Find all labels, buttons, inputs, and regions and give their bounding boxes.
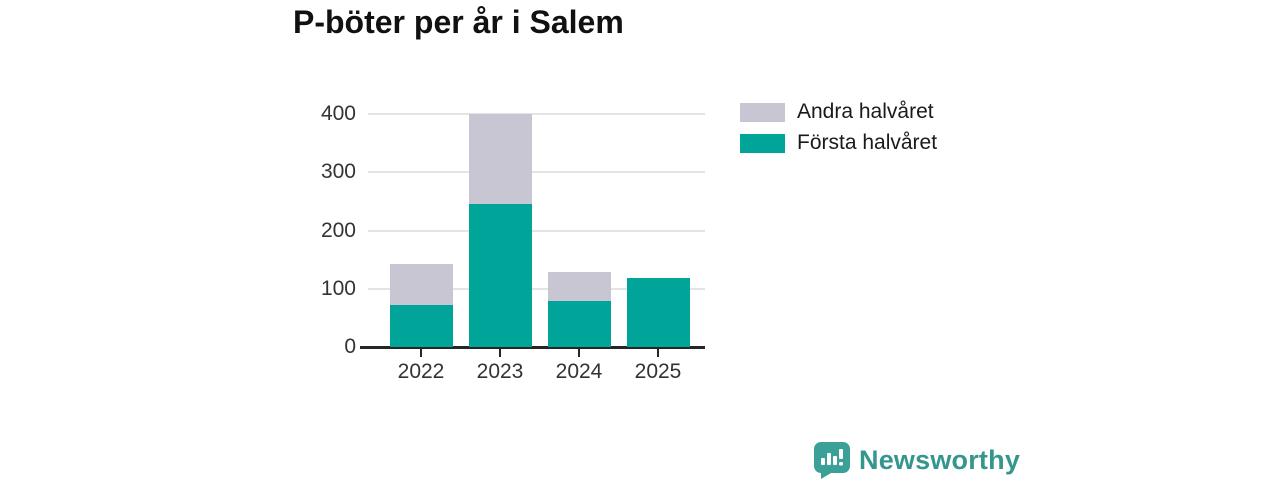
y-axis-tick-label-400: 400 (320, 102, 356, 125)
bar-segment-2025-forsta (626, 278, 690, 347)
legend-swatch-andra (740, 102, 785, 122)
y-axis-tick-label-200: 200 (320, 218, 356, 242)
x-axis-tick-2023 (499, 349, 501, 357)
legend-label-forsta: Första halvåret (797, 131, 938, 154)
y-axis-tick-label-0: 0 (344, 335, 356, 358)
x-axis-tick-label-2024: 2024 (555, 360, 603, 383)
bar-segment-2022-andra (389, 264, 453, 306)
bar-stack-2023 (468, 114, 532, 347)
legend-label-andra: Andra halvåret (797, 100, 934, 123)
bar-segment-2024-andra (547, 271, 611, 301)
newsworthy-branding: Newsworthy (812, 441, 1020, 479)
gridline-y200 (368, 229, 705, 232)
bar-stack-2022 (389, 264, 453, 347)
gridline-y100 (368, 287, 705, 290)
x-axis-tick-label-2022: 2022 (397, 360, 445, 383)
x-axis-tick-label-2025: 2025 (634, 360, 682, 383)
bar-stack-2024 (547, 271, 611, 347)
x-axis-line (360, 345, 705, 349)
newsworthy-wordmark: Newsworthy (859, 444, 1021, 475)
bar-segment-2024-forsta (547, 300, 611, 347)
legend: Andra halvåret Första halvåret (740, 100, 937, 162)
y-axis-tick-label-100: 100 (320, 276, 356, 300)
chart-title: P-böter per år i Salem (293, 4, 624, 40)
legend-swatch-forsta (740, 133, 785, 153)
x-axis-tick-2022 (420, 349, 422, 357)
legend-item-andra: Andra halvåret (740, 100, 937, 124)
gridline-y400 (368, 113, 705, 115)
x-axis-tick-label-2023: 2023 (476, 360, 524, 383)
bar-stack-2025 (626, 278, 690, 347)
bar-segment-2022-forsta (389, 305, 453, 347)
plot-area: 0 100 200 300 400 2022 2023 2024 2025 (321, 102, 705, 383)
x-axis-tick-2025 (657, 349, 659, 357)
bar-segment-2023-forsta (468, 204, 532, 347)
bar-segment-2023-andra (468, 114, 532, 205)
x-axis-tick-2024 (578, 349, 580, 357)
gridline-y300 (368, 171, 705, 174)
y-axis-tick-label-300: 300 (320, 160, 356, 184)
legend-item-forsta: Första halvåret (740, 131, 937, 155)
newsworthy-logo-icon (814, 442, 850, 479)
